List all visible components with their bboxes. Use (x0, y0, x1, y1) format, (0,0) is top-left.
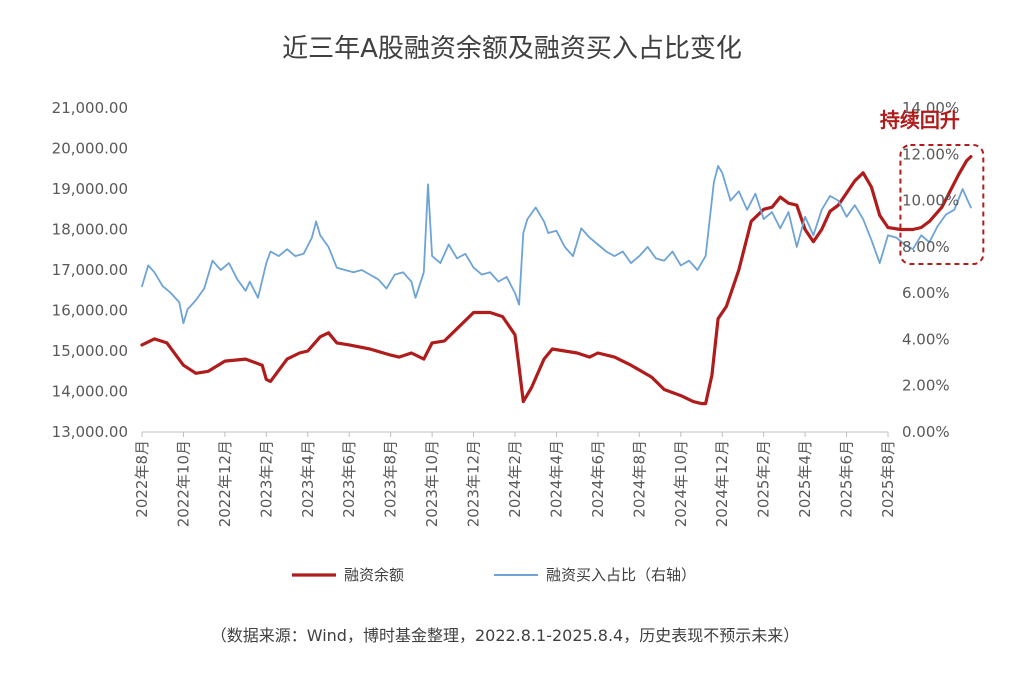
highlight-box (899, 144, 985, 265)
left-axis-tick-label: 18,000.00 (52, 221, 128, 239)
x-axis-tick-label: 2024年12月 (713, 440, 731, 527)
right-axis-tick-label: 12.00% (902, 145, 959, 163)
right-axis-tick-label: 0.00% (902, 423, 950, 441)
right-axis-tick-label: 2.00% (902, 377, 950, 395)
x-axis-tick-label: 2022年10月 (174, 440, 192, 527)
x-axis-tick-label: 2024年6月 (589, 440, 607, 518)
right-axis-tick-label: 4.00% (902, 330, 950, 348)
annotation-label: 持续回升 (880, 108, 960, 132)
left-axis-tick-label: 13,000.00 (52, 423, 128, 441)
left-axis-tick-label: 21,000.00 (52, 99, 128, 117)
source-note: （数据来源：Wind，博时基金整理，2022.8.1-2025.8.4，历史表现… (211, 626, 800, 645)
x-axis-tick-label: 2025年2月 (755, 440, 773, 518)
right-axis-tick-label: 8.00% (902, 238, 950, 256)
x-axis-tick-label: 2025年4月 (796, 440, 814, 518)
x-axis-tick-label: 2024年4月 (547, 440, 565, 518)
x-axis-tick-label: 2022年8月 (133, 440, 151, 518)
margin-balance-line (140, 155, 973, 406)
x-axis-tick-label: 2023年2月 (257, 440, 275, 518)
x-axis-tick-label: 2025年8月 (879, 440, 897, 518)
left-axis-tick-label: 14,000.00 (52, 383, 128, 401)
legend-label: 融资买入占比（右轴） (546, 566, 696, 584)
x-axis-tick-label: 2023年12月 (465, 440, 483, 527)
right-axis-tick-label: 14.00% (902, 99, 959, 117)
x-axis-tick-label: 2025年6月 (838, 440, 856, 518)
x-axis-tick-label: 2023年8月 (382, 440, 400, 518)
x-axis-tick-label: 2023年10月 (423, 440, 441, 527)
right-axis-tick-label: 10.00% (902, 192, 959, 210)
x-axis-tick-label: 2023年6月 (340, 440, 358, 518)
x-axis-tick-label: 2023年4月 (299, 440, 317, 518)
left-axis-tick-label: 16,000.00 (52, 302, 128, 320)
left-axis-tick-label: 15,000.00 (52, 342, 128, 360)
right-axis-tick-label: 6.00% (902, 284, 950, 302)
legend-label: 融资余额 (344, 566, 404, 584)
x-axis-tick-label: 2024年2月 (506, 440, 524, 518)
left-axis-tick-label: 17,000.00 (52, 261, 128, 279)
x-axis-tick-label: 2024年8月 (630, 440, 648, 518)
x-axis-tick-label: 2024年10月 (672, 440, 690, 527)
left-axis-tick-label: 20,000.00 (52, 140, 128, 158)
left-axis-tick-label: 19,000.00 (52, 180, 128, 198)
chart-title: 近三年A股融资余额及融资买入占比变化 (282, 34, 742, 64)
margin-buy-ratio-line (141, 165, 972, 325)
x-axis-tick-label: 2022年12月 (216, 440, 234, 527)
